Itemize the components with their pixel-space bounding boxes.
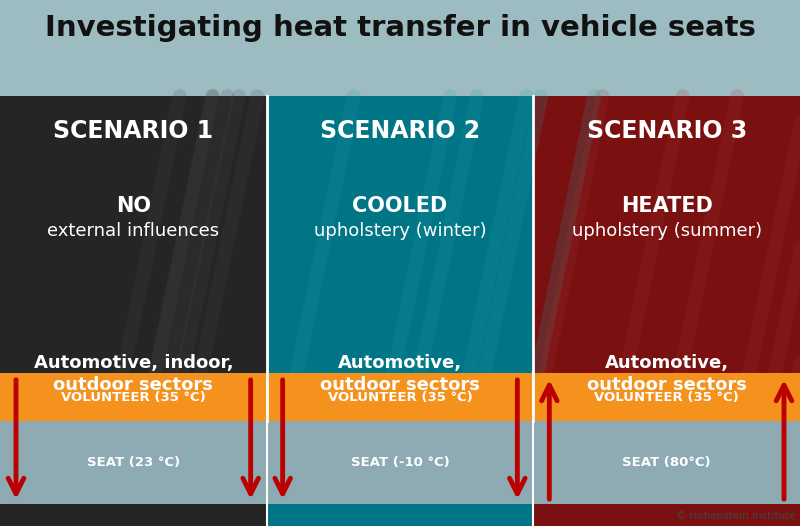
- Bar: [0, 96, 266, 421]
- Text: Automotive,: Automotive,: [338, 354, 462, 372]
- Text: outdoor sectors: outdoor sectors: [320, 376, 480, 394]
- Text: SEAT (23 °C): SEAT (23 °C): [86, 456, 180, 469]
- Text: SCENARIO 1: SCENARIO 1: [54, 119, 214, 143]
- Bar: [0, 373, 800, 421]
- Bar: [534, 96, 800, 421]
- Bar: [0, 421, 800, 504]
- Text: © Hohenstein Institute: © Hohenstein Institute: [676, 511, 796, 521]
- Text: Investigating heat transfer in vehicle seats: Investigating heat transfer in vehicle s…: [45, 14, 755, 42]
- Text: SEAT (-10 °C): SEAT (-10 °C): [350, 456, 450, 469]
- Bar: [266, 504, 534, 526]
- Text: SCENARIO 2: SCENARIO 2: [320, 119, 480, 143]
- Text: VOLUNTEER (35 °C): VOLUNTEER (35 °C): [61, 390, 206, 403]
- Bar: [266, 96, 534, 421]
- Text: upholstery (summer): upholstery (summer): [572, 222, 762, 240]
- Text: COOLED: COOLED: [352, 196, 448, 216]
- Text: Automotive,: Automotive,: [605, 354, 729, 372]
- Text: VOLUNTEER (35 °C): VOLUNTEER (35 °C): [328, 390, 472, 403]
- Text: NO: NO: [116, 196, 151, 216]
- Text: external influences: external influences: [47, 222, 219, 240]
- Text: HEATED: HEATED: [621, 196, 713, 216]
- Text: outdoor sectors: outdoor sectors: [54, 376, 214, 394]
- Text: upholstery (winter): upholstery (winter): [314, 222, 486, 240]
- Bar: [0, 504, 266, 526]
- Text: SCENARIO 3: SCENARIO 3: [586, 119, 746, 143]
- Text: Automotive, indoor,: Automotive, indoor,: [34, 354, 233, 372]
- Text: VOLUNTEER (35 °C): VOLUNTEER (35 °C): [594, 390, 739, 403]
- Bar: [534, 504, 800, 526]
- Text: SEAT (80°C): SEAT (80°C): [622, 456, 711, 469]
- Text: outdoor sectors: outdoor sectors: [586, 376, 746, 394]
